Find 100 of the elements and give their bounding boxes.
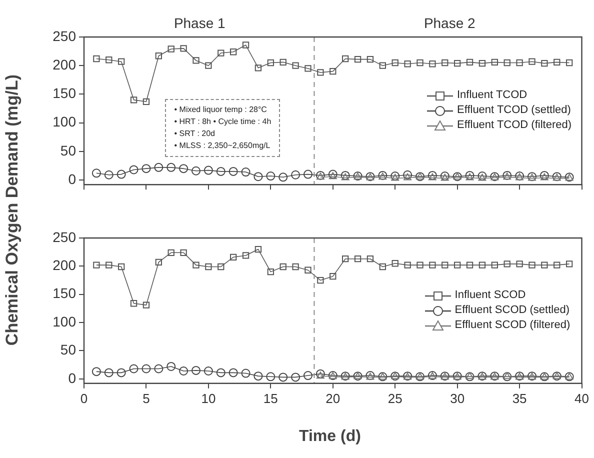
point bbox=[241, 168, 250, 177]
point bbox=[292, 263, 299, 270]
annotation: • HRT : 8h • Cycle time : 4h bbox=[174, 116, 272, 128]
y-tick-label: 100 bbox=[52, 114, 76, 130]
y-tick-label: 200 bbox=[52, 257, 76, 274]
point bbox=[330, 272, 336, 280]
point bbox=[142, 164, 151, 174]
point bbox=[454, 60, 461, 67]
x-tick-label: 15 bbox=[263, 390, 278, 406]
point bbox=[491, 58, 498, 66]
point bbox=[192, 366, 200, 375]
x-tick-label: 40 bbox=[574, 390, 590, 406]
point bbox=[216, 368, 226, 378]
point bbox=[278, 372, 288, 382]
annotation: • SRT : 20d bbox=[174, 128, 216, 140]
point bbox=[92, 168, 101, 178]
y-tick-label: 200 bbox=[52, 56, 76, 72]
point bbox=[267, 268, 274, 276]
point bbox=[155, 258, 162, 266]
point bbox=[154, 162, 164, 172]
point bbox=[403, 170, 412, 180]
x-tick-label: 0 bbox=[80, 390, 88, 406]
point bbox=[404, 262, 411, 268]
point bbox=[466, 173, 474, 180]
point bbox=[228, 166, 238, 176]
y-tick-label: 50 bbox=[60, 342, 76, 358]
point bbox=[142, 98, 150, 105]
x-axis-title: Time (d) bbox=[299, 428, 361, 446]
point bbox=[303, 170, 312, 179]
point bbox=[242, 252, 250, 259]
point bbox=[154, 364, 164, 374]
y-tick-label: 150 bbox=[52, 285, 76, 302]
point bbox=[168, 46, 174, 52]
point bbox=[528, 58, 536, 65]
point bbox=[478, 262, 486, 268]
point bbox=[104, 170, 114, 180]
point bbox=[541, 60, 548, 67]
point bbox=[280, 263, 286, 270]
point bbox=[192, 57, 200, 64]
point bbox=[540, 173, 548, 180]
y-tick-label: 50 bbox=[60, 142, 76, 158]
point bbox=[241, 368, 250, 378]
point bbox=[454, 262, 461, 268]
point bbox=[566, 260, 573, 268]
point bbox=[205, 62, 212, 69]
point bbox=[129, 364, 138, 374]
point bbox=[504, 260, 510, 268]
point bbox=[366, 256, 374, 262]
point bbox=[192, 262, 200, 268]
y-tick-label: 0 bbox=[68, 370, 76, 386]
x-tick-label: 25 bbox=[388, 390, 402, 406]
point bbox=[316, 372, 324, 379]
point bbox=[218, 263, 224, 270]
x-tick-label: 10 bbox=[201, 390, 216, 406]
point bbox=[106, 262, 112, 268]
point bbox=[416, 262, 424, 268]
point bbox=[416, 59, 424, 66]
x-tick-label: 35 bbox=[512, 390, 527, 406]
point bbox=[516, 260, 523, 268]
point bbox=[554, 262, 560, 268]
point bbox=[328, 172, 337, 180]
point bbox=[192, 166, 200, 176]
point bbox=[342, 256, 349, 262]
point bbox=[341, 173, 350, 180]
point bbox=[106, 56, 112, 64]
point bbox=[118, 58, 125, 65]
legend-label: Influent SCOD bbox=[454, 288, 526, 304]
point bbox=[379, 62, 386, 69]
y-tick-label: 250 bbox=[52, 228, 76, 245]
point bbox=[168, 249, 174, 256]
point bbox=[142, 364, 151, 374]
point bbox=[280, 58, 286, 66]
point bbox=[242, 42, 250, 48]
legend-label: Effluent TCOD (settled) bbox=[457, 103, 571, 118]
point bbox=[230, 254, 237, 260]
legend-label: Effluent SCOD (filtered) bbox=[454, 318, 570, 334]
legend-label: Effluent SCOD (settled) bbox=[454, 303, 570, 318]
point bbox=[491, 262, 498, 268]
point bbox=[179, 164, 188, 174]
point bbox=[366, 56, 374, 63]
point bbox=[566, 59, 573, 66]
point bbox=[204, 166, 213, 175]
point bbox=[254, 246, 262, 253]
point bbox=[392, 59, 398, 66]
point bbox=[291, 372, 300, 382]
point bbox=[304, 266, 312, 274]
point bbox=[166, 362, 176, 371]
point bbox=[118, 263, 125, 270]
point bbox=[228, 368, 238, 378]
point bbox=[442, 59, 448, 66]
point bbox=[205, 263, 212, 270]
y-tick-label: 250 bbox=[52, 28, 76, 44]
point bbox=[278, 172, 288, 182]
point bbox=[218, 50, 224, 56]
point bbox=[428, 173, 436, 180]
point bbox=[342, 55, 349, 62]
point bbox=[92, 367, 101, 376]
point bbox=[116, 170, 126, 179]
point bbox=[442, 262, 448, 268]
legend-label: Effluent TCOD (filtered) bbox=[457, 118, 572, 134]
